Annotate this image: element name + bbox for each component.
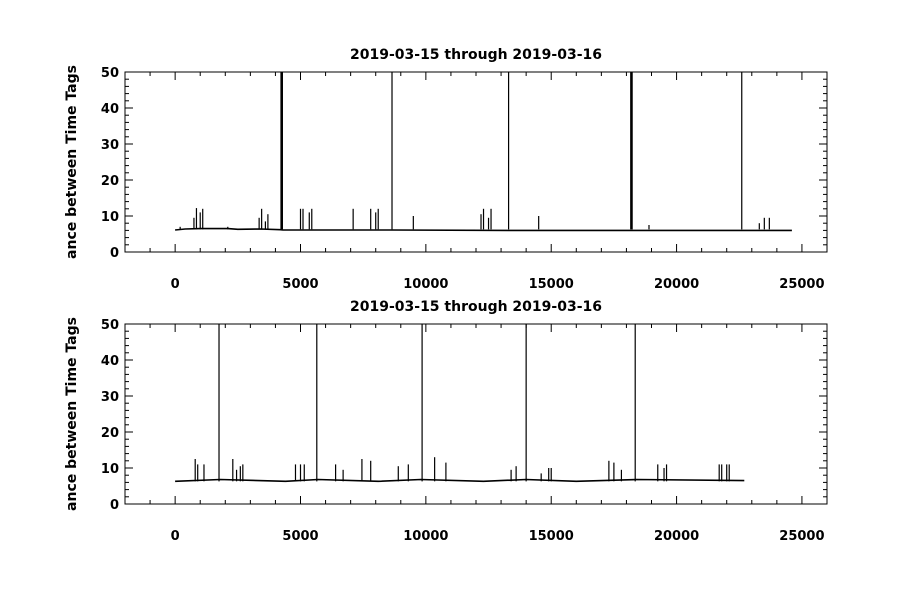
- series-1: [175, 72, 792, 232]
- y-tick-label: 0: [110, 498, 119, 513]
- chart-panel-1: 2019-03-15 through 2019-03-16 ance betwee…: [64, 47, 828, 292]
- x-tick-label: 15000: [529, 529, 574, 544]
- y-tick-label: 40: [101, 354, 119, 369]
- x-tick-label: 0: [171, 529, 180, 544]
- y-tick-label: 50: [101, 318, 119, 333]
- x-tick-label: 15000: [529, 277, 574, 292]
- y-tick-label: 30: [101, 138, 119, 153]
- x-tick-label: 5000: [282, 277, 318, 292]
- x-tick-label: 20000: [654, 529, 699, 544]
- y-tick-label: 20: [101, 174, 119, 189]
- x-tick-label: 25000: [779, 529, 824, 544]
- chart-title: 2019-03-15 through 2019-03-16: [350, 47, 602, 63]
- x-tick-label: 10000: [403, 277, 448, 292]
- x-tick-label: 20000: [654, 277, 699, 292]
- y-tick-label: 10: [101, 462, 119, 477]
- y-tick-label: 30: [101, 390, 119, 405]
- x-tick-label: 5000: [282, 529, 318, 544]
- y-tick-label: 40: [101, 102, 119, 117]
- baseline-trace: [175, 478, 745, 483]
- x-tick-label: 25000: [779, 277, 824, 292]
- plot-frame: [124, 71, 828, 253]
- x-tick-label: 0: [171, 277, 180, 292]
- baseline-trace: [175, 227, 792, 232]
- y-tick-label: 10: [101, 210, 119, 225]
- y-axis-label: ance between Time Tags: [64, 65, 80, 259]
- series-1: [175, 324, 745, 483]
- chart-title: 2019-03-15 through 2019-03-16: [350, 299, 602, 315]
- y-axis-label: ance between Time Tags: [64, 317, 80, 511]
- chart-panel-2: 2019-03-15 through 2019-03-16 ance betwee…: [64, 299, 828, 544]
- y-tick-label: 20: [101, 426, 119, 441]
- y-tick-label: 50: [101, 66, 119, 81]
- x-tick-label: 10000: [403, 529, 448, 544]
- y-tick-label: 0: [110, 246, 119, 261]
